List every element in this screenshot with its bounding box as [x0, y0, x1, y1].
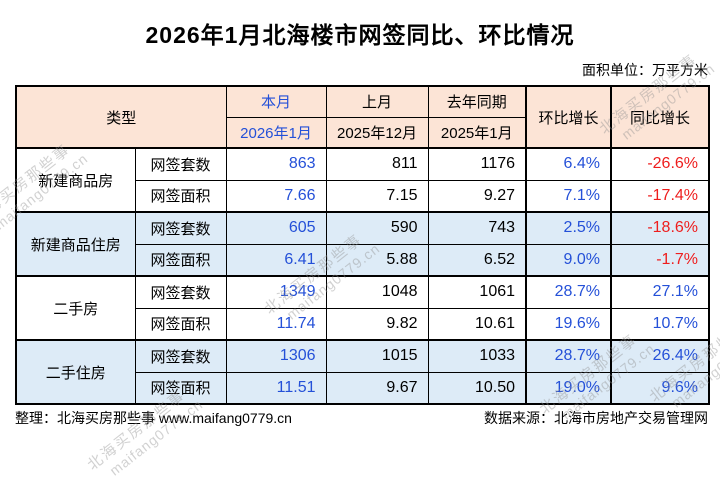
current-value: 863 [225, 147, 327, 181]
prev-value: 590 [325, 211, 429, 245]
prev-month-date: 2025年12月 [325, 116, 429, 149]
table-row: 网签面积 6.41 5.88 6.52 9.0% -1.7% [16, 243, 710, 277]
metric-label: 网签套数 [134, 147, 227, 181]
yoy-value: 26.4% [610, 339, 710, 373]
prev-value: 9.82 [325, 307, 429, 341]
yoy-header: 同比增长 [610, 85, 710, 149]
table-row: 新建商品房 网签套数 863 811 1176 6.4% -26.6% [15, 147, 710, 213]
yoy-value: 9.6% [610, 371, 710, 405]
prev-value: 811 [325, 147, 429, 181]
current-month-header: 本月 [225, 85, 327, 118]
last-year-value: 10.50 [427, 371, 527, 405]
yoy-value: 10.7% [610, 307, 710, 341]
prev-value: 1015 [325, 339, 429, 373]
table-row: 二手房 网签套数 1349 1048 1061 28.7% 27.1% [15, 275, 710, 341]
prev-month-header: 上月 [325, 85, 429, 118]
yoy-value: -1.7% [610, 243, 710, 277]
last-year-value: 743 [427, 211, 527, 245]
metric-label: 网签面积 [134, 371, 227, 405]
current-value: 1349 [225, 275, 327, 309]
metric-label: 网签面积 [134, 307, 227, 341]
type-header-cell: 类型 [15, 85, 227, 149]
group-name: 新建商品住房 [15, 211, 136, 277]
current-value: 1306 [225, 339, 327, 373]
mom-value: 19.0% [525, 371, 612, 405]
mom-value: 28.7% [525, 339, 612, 373]
yoy-value: -26.6% [610, 147, 710, 181]
footer-credit: 整理：北海买房那些事 www.maifang0779.cn [15, 410, 292, 426]
last-year-value: 1033 [427, 339, 527, 373]
metric-label: 网签套数 [134, 275, 227, 309]
page-title: 2026年1月北海楼市网签同比、环比情况 [145, 22, 575, 48]
yoy-value: -18.6% [610, 211, 710, 245]
mom-value: 28.7% [525, 275, 612, 309]
current-month-date: 2026年1月 [225, 116, 327, 149]
mom-value: 9.0% [525, 243, 612, 277]
last-year-value: 9.27 [427, 179, 527, 213]
last-year-value: 1061 [427, 275, 527, 309]
last-year-date: 2025年1月 [427, 116, 527, 149]
metric-label: 网签套数 [134, 339, 227, 373]
metric-label: 网签套数 [134, 211, 227, 245]
table-row: 网签面积 11.74 9.82 10.61 19.6% 10.7% [16, 307, 710, 341]
metric-label: 网签面积 [134, 179, 227, 213]
header-row-2: 2026年1月 2025年12月 2025年1月 [16, 116, 709, 149]
table-row: 二手住房 网签套数 1306 1015 1033 28.7% 26.4% [15, 339, 710, 405]
group-name: 新建商品房 [15, 147, 136, 213]
mom-value: 6.4% [525, 147, 612, 181]
mom-header: 环比增长 [525, 85, 612, 149]
prev-value: 1048 [325, 275, 429, 309]
current-value: 11.51 [225, 371, 327, 405]
header-row-1: 类型 本月 上月 去年同期 环比增长 同比增长 [15, 85, 710, 149]
prev-value: 5.88 [325, 243, 429, 277]
yoy-value: 27.1% [610, 275, 710, 309]
signing-stats-table: 类型 本月 上月 去年同期 环比增长 同比增长 2026年1月 2025年12月… [15, 85, 711, 405]
unit-note: 面积单位：万平方米 [582, 62, 708, 78]
prev-value: 9.67 [325, 371, 429, 405]
mom-value: 7.1% [525, 179, 612, 213]
current-value: 6.41 [225, 243, 327, 277]
last-year-value: 1176 [427, 147, 527, 181]
mom-value: 19.6% [525, 307, 612, 341]
group-name: 二手房 [15, 275, 136, 341]
current-value: 7.66 [225, 179, 327, 213]
group-name: 二手住房 [15, 339, 136, 405]
table-row: 新建商品住房 网签套数 605 590 743 2.5% -18.6% [15, 211, 710, 277]
table-row: 网签面积 7.66 7.15 9.27 7.1% -17.4% [16, 179, 710, 213]
last-year-value: 6.52 [427, 243, 527, 277]
prev-value: 7.15 [325, 179, 429, 213]
last-year-value: 10.61 [427, 307, 527, 341]
current-value: 11.74 [225, 307, 327, 341]
metric-label: 网签面积 [134, 243, 227, 277]
footer-source: 数据来源：北海市房地产交易管理网 [484, 410, 708, 426]
current-value: 605 [225, 211, 327, 245]
mom-value: 2.5% [525, 211, 612, 245]
table-row: 网签面积 11.51 9.67 10.50 19.0% 9.6% [16, 371, 710, 405]
last-year-header: 去年同期 [427, 85, 527, 118]
yoy-value: -17.4% [610, 179, 710, 213]
